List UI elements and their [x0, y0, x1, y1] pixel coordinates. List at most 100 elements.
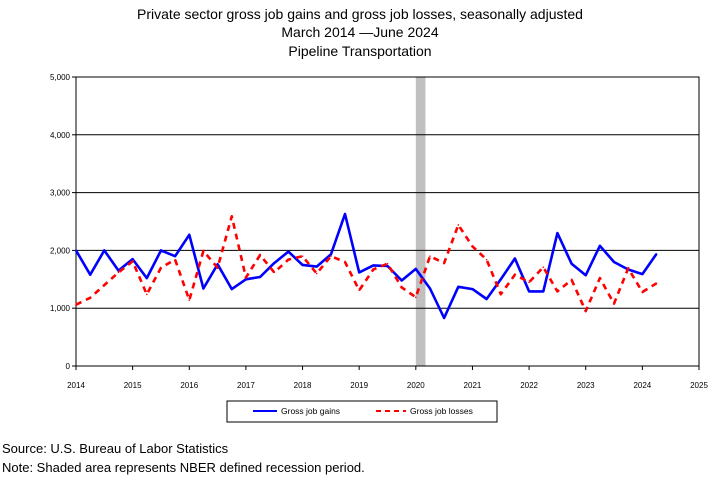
data-point-gains — [230, 288, 233, 290]
recession-shading — [415, 77, 426, 366]
x-axis: 2014 2015 2016 2017 2018 2019 2020 2021 2022 2023… — [67, 366, 708, 390]
x-tick-label: 2022 — [520, 381, 538, 390]
data-point-losses — [556, 290, 559, 293]
y-tick-label: 0 — [66, 362, 71, 371]
data-point-gains — [599, 244, 601, 247]
data-point-losses — [485, 258, 488, 261]
data-point-gains — [117, 269, 120, 272]
data-point-gains — [443, 317, 445, 319]
data-point-gains — [315, 265, 318, 268]
data-point-losses — [202, 250, 205, 252]
legend-label-losses: Gross job losses — [410, 406, 473, 416]
data-point-losses — [613, 302, 615, 305]
data-point-losses — [245, 276, 247, 279]
data-point-losses — [599, 277, 601, 279]
data-point-gains — [613, 261, 615, 263]
y-tick-label: 4,000 — [50, 131, 71, 140]
data-point-gains — [89, 273, 91, 276]
y-tick-label: 5,000 — [50, 73, 71, 82]
data-point-gains — [415, 268, 417, 270]
data-point-gains — [287, 250, 290, 253]
data-point-losses — [216, 266, 219, 269]
series-line-gains — [74, 212, 658, 320]
data-point-losses — [471, 245, 474, 248]
data-point-gains — [485, 298, 488, 300]
data-point-losses — [230, 215, 233, 218]
data-point-gains — [301, 264, 304, 266]
x-tick-label: 2024 — [633, 381, 651, 390]
plot-frame — [75, 76, 700, 367]
data-point-losses — [287, 258, 290, 261]
data-point-gains — [528, 290, 530, 293]
legend-box — [226, 400, 498, 423]
data-point-gains — [245, 278, 247, 281]
data-point-losses — [641, 291, 644, 293]
data-point-losses — [117, 271, 120, 274]
x-tick-label: 2023 — [577, 381, 595, 390]
data-point-gains — [273, 262, 276, 264]
data-point-gains — [160, 249, 162, 252]
data-point-gains — [570, 262, 573, 265]
data-point-gains — [216, 263, 219, 266]
data-point-losses — [514, 273, 516, 276]
data-point-gains — [499, 278, 502, 281]
data-point-losses — [415, 296, 417, 299]
data-point-gains — [584, 274, 587, 277]
y-tick-label: 3,000 — [50, 189, 71, 198]
y-tick-label: 2,000 — [50, 246, 71, 255]
data-point-losses — [174, 258, 176, 261]
data-point-losses — [358, 289, 360, 292]
data-point-gains — [188, 233, 191, 236]
data-point-gains — [174, 255, 176, 257]
x-tick-label: 2015 — [124, 381, 142, 390]
data-point-gains — [358, 271, 360, 274]
data-point-gains — [202, 287, 205, 290]
x-tick-label: 2025 — [690, 381, 708, 390]
data-point-losses — [301, 255, 304, 257]
data-point-gains — [471, 288, 474, 290]
data-point-losses — [259, 254, 261, 256]
series-group — [74, 212, 658, 320]
data-point-losses — [542, 266, 545, 268]
data-point-losses — [443, 262, 445, 264]
data-point-gains — [514, 257, 516, 260]
y-axis: 0 1,000 2,000 3,000 4,000 5,000 — [50, 73, 76, 371]
chart-subtitle: Pipeline Transportation — [288, 43, 431, 59]
data-point-losses — [372, 268, 375, 271]
data-point-losses — [131, 260, 134, 263]
data-point-losses — [400, 286, 403, 289]
y-tick-label: 1,000 — [50, 304, 71, 313]
data-point-losses — [315, 272, 318, 275]
data-point-losses — [188, 299, 191, 301]
recession-note: Note: Shaded area represents NBER define… — [2, 460, 365, 475]
x-tick-label: 2019 — [350, 381, 368, 390]
data-point-losses — [570, 279, 573, 281]
series-line-losses — [75, 215, 658, 313]
data-point-losses — [160, 266, 162, 269]
source-note: Source: U.S. Bureau of Labor Statistics — [2, 441, 229, 456]
data-point-gains — [372, 264, 375, 267]
data-point-losses — [627, 267, 630, 270]
recession-shading-group — [415, 77, 426, 366]
data-point-losses — [103, 284, 106, 286]
data-point-gains — [556, 232, 559, 234]
data-point-gains — [655, 253, 658, 255]
data-point-losses — [584, 310, 587, 312]
data-point-gains — [386, 265, 389, 267]
data-point-losses — [655, 282, 658, 285]
data-point-gains — [259, 276, 261, 278]
x-tick-label: 2018 — [294, 381, 312, 390]
data-point-gains — [75, 249, 77, 252]
data-point-losses — [344, 261, 346, 263]
data-point-losses — [273, 271, 276, 274]
data-point-losses — [528, 281, 530, 283]
data-point-gains — [131, 258, 134, 260]
data-point-gains — [542, 290, 545, 293]
data-point-losses — [145, 293, 148, 296]
x-tick-label: 2021 — [464, 381, 482, 390]
data-point-losses — [75, 303, 77, 306]
data-point-losses — [330, 255, 332, 257]
x-tick-label: 2014 — [67, 381, 85, 390]
